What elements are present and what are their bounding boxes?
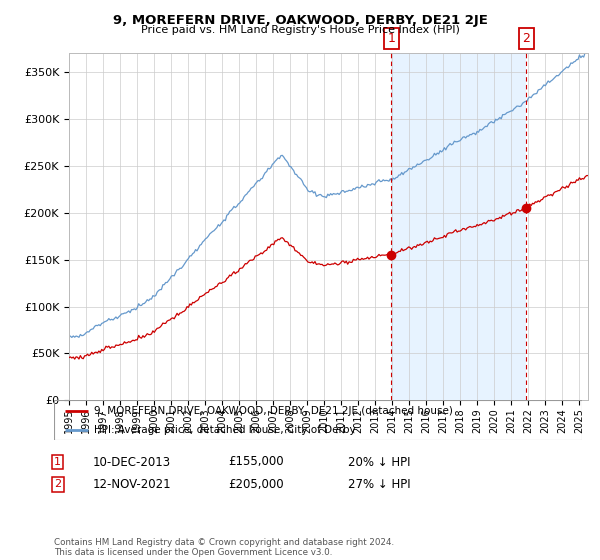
Text: 1: 1 [388,32,395,45]
Text: Contains HM Land Registry data © Crown copyright and database right 2024.
This d: Contains HM Land Registry data © Crown c… [54,538,394,557]
Text: Price paid vs. HM Land Registry's House Price Index (HPI): Price paid vs. HM Land Registry's House … [140,25,460,35]
Text: 2: 2 [522,32,530,45]
Text: 12-NOV-2021: 12-NOV-2021 [93,478,172,491]
Text: £155,000: £155,000 [228,455,284,469]
Text: 9, MOREFERN DRIVE, OAKWOOD, DERBY, DE21 2JE (detached house): 9, MOREFERN DRIVE, OAKWOOD, DERBY, DE21 … [94,407,452,417]
Text: 2: 2 [54,479,61,489]
Text: 1: 1 [54,457,61,467]
Text: £205,000: £205,000 [228,478,284,491]
Bar [391,53,526,400]
Text: HPI: Average price, detached house, City of Derby: HPI: Average price, detached house, City… [94,425,355,435]
Text: 27% ↓ HPI: 27% ↓ HPI [348,478,410,491]
Text: 20% ↓ HPI: 20% ↓ HPI [348,455,410,469]
Text: 9, MOREFERN DRIVE, OAKWOOD, DERBY, DE21 2JE: 9, MOREFERN DRIVE, OAKWOOD, DERBY, DE21 … [113,14,487,27]
Text: 10-DEC-2013: 10-DEC-2013 [93,455,171,469]
